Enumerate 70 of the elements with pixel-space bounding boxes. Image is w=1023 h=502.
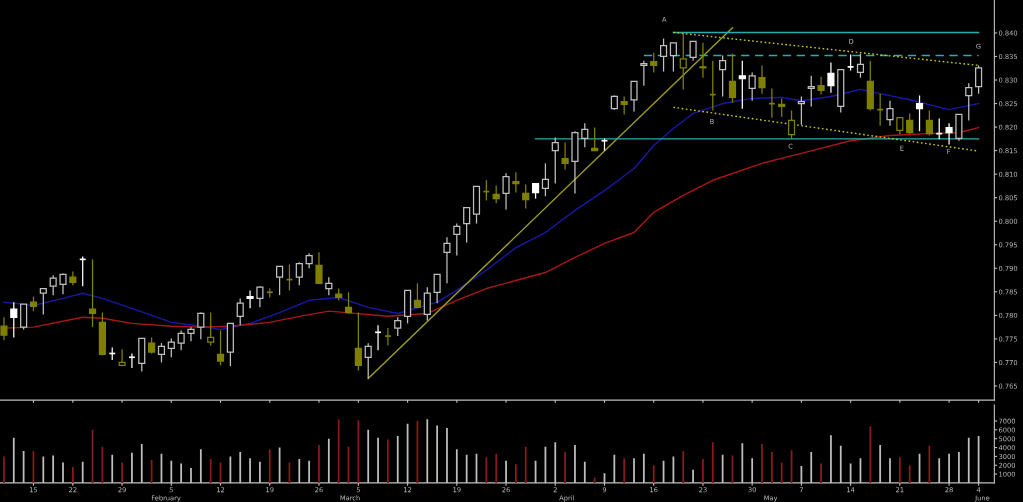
candlestick (541, 162, 549, 197)
candlestick (640, 60, 648, 87)
candlestick (59, 272, 67, 295)
candlestick (394, 316, 402, 337)
candlestick (39, 287, 47, 316)
candlestick (256, 285, 264, 308)
candlestick (502, 172, 510, 211)
candlestick (443, 236, 451, 284)
candlestick (758, 64, 766, 95)
candlestick (197, 311, 205, 340)
candlestick (945, 122, 953, 146)
candlestick (630, 80, 638, 113)
candlestick (935, 117, 944, 140)
candlestick (650, 52, 658, 74)
candlestick (797, 95, 805, 126)
candlestick (433, 273, 441, 304)
candlestick (374, 324, 382, 351)
candlestick (975, 64, 983, 95)
candlestick (207, 311, 215, 347)
candlestick (364, 342, 372, 380)
candlestick (561, 141, 569, 171)
candlestick (738, 60, 746, 110)
candlestick (463, 206, 471, 244)
candlestick (157, 342, 166, 364)
candlestick (20, 303, 28, 331)
candlestick (807, 75, 815, 108)
candlestick (0, 316, 8, 341)
candlestick (413, 282, 422, 309)
candlestick (817, 76, 825, 96)
candlestick (88, 258, 97, 328)
candlestick (551, 136, 559, 185)
candlestick (118, 348, 126, 367)
candlestick (827, 61, 835, 94)
candlestick (719, 54, 727, 98)
candlestick (453, 222, 461, 257)
candlestick (128, 352, 136, 369)
candlestick (10, 301, 18, 339)
candlestick (187, 326, 195, 342)
candlestick (295, 261, 303, 286)
candlestick (581, 122, 589, 148)
candlestick (748, 71, 756, 102)
candlestick (177, 329, 185, 351)
candlestick (778, 97, 786, 118)
candlestick (689, 40, 697, 62)
candlestick (236, 297, 244, 326)
candlestick (906, 112, 914, 135)
line-series (3, 88, 980, 331)
candlestick (167, 337, 175, 358)
candlestick (787, 109, 796, 140)
candlestick (886, 100, 894, 127)
candlestick (354, 311, 362, 372)
candlestick (315, 251, 323, 284)
candlestick (512, 171, 520, 194)
candlestick (659, 37, 668, 73)
candlestick (965, 82, 973, 122)
candlestick (856, 53, 865, 79)
candlestick (876, 93, 884, 127)
candlestick (384, 327, 392, 347)
candlestick (925, 109, 933, 137)
candlestick (246, 289, 254, 309)
candlestick (679, 31, 687, 91)
candlestick (915, 94, 924, 132)
candlestick (669, 42, 677, 73)
candlestick (728, 53, 737, 104)
candlestick (276, 265, 284, 296)
candlestick (49, 274, 57, 296)
candlestick (699, 42, 707, 79)
candlestick (522, 183, 530, 210)
candlestick (216, 329, 225, 366)
candlestick (423, 286, 431, 322)
